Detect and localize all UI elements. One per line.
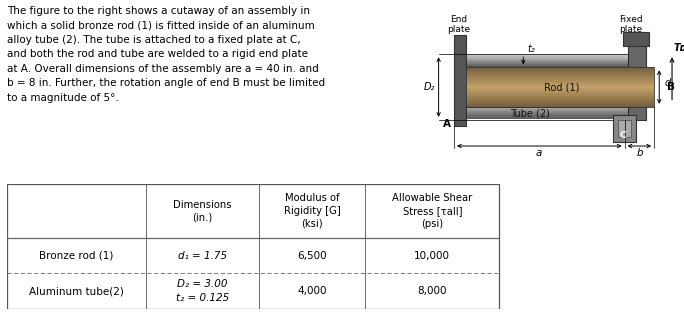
Bar <box>466 59 629 60</box>
Text: b: b <box>636 148 643 158</box>
Bar <box>613 115 636 142</box>
Bar <box>466 60 629 61</box>
Bar <box>466 90 654 91</box>
Text: C: C <box>620 131 627 139</box>
Bar <box>466 54 629 56</box>
Bar <box>466 56 629 58</box>
Text: 10,000: 10,000 <box>415 251 450 261</box>
Bar <box>466 63 629 64</box>
Text: 6,500: 6,500 <box>297 251 327 261</box>
Text: A: A <box>443 119 451 129</box>
Bar <box>466 115 629 117</box>
Bar <box>466 112 629 113</box>
Bar <box>466 91 654 93</box>
Text: 4,000: 4,000 <box>297 286 327 296</box>
Bar <box>466 106 629 107</box>
Bar <box>466 111 629 112</box>
Bar <box>618 120 631 137</box>
Bar <box>466 54 629 67</box>
Bar <box>466 67 654 107</box>
Bar <box>466 85 654 86</box>
Text: Modulus of
Rigidity [G]
(ksi): Modulus of Rigidity [G] (ksi) <box>284 193 340 229</box>
Bar <box>466 102 654 104</box>
Text: D₂: D₂ <box>424 82 435 92</box>
Bar <box>466 110 629 111</box>
Bar <box>466 80 654 81</box>
Bar <box>466 75 654 77</box>
Bar <box>466 71 654 72</box>
Bar <box>466 104 654 105</box>
Bar <box>466 108 629 109</box>
Text: 8,000: 8,000 <box>417 286 447 296</box>
Bar <box>466 77 654 78</box>
Bar <box>629 37 646 120</box>
Bar <box>466 118 629 119</box>
Bar <box>466 65 629 66</box>
Text: t₂: t₂ <box>527 44 535 54</box>
Bar <box>466 109 629 110</box>
Text: Fixed
plate: Fixed plate <box>619 15 643 34</box>
Bar <box>466 107 629 108</box>
Text: D₂ = 3.00
t₂ = 0.125: D₂ = 3.00 t₂ = 0.125 <box>176 280 229 303</box>
Bar <box>466 99 654 100</box>
Bar <box>466 66 629 67</box>
Bar <box>466 58 629 59</box>
Bar <box>466 83 654 85</box>
Bar <box>466 96 654 97</box>
Bar <box>466 81 654 83</box>
Bar <box>466 61 629 62</box>
Bar <box>466 94 654 96</box>
Bar <box>623 32 649 46</box>
Bar <box>466 93 654 94</box>
Bar <box>466 97 654 99</box>
Bar <box>466 105 654 107</box>
Text: End
plate: End plate <box>447 15 471 34</box>
Bar <box>466 62 629 63</box>
Bar <box>466 107 629 120</box>
Bar <box>466 78 654 80</box>
Text: a: a <box>536 148 542 158</box>
Bar <box>466 117 629 118</box>
Text: d₁ = 1.75: d₁ = 1.75 <box>178 251 227 261</box>
Bar <box>466 72 654 74</box>
Text: Aluminum tube(2): Aluminum tube(2) <box>29 286 124 296</box>
Text: Bronze rod (1): Bronze rod (1) <box>40 251 114 261</box>
Text: Tᴅ: Tᴅ <box>673 43 684 53</box>
Bar <box>466 113 629 115</box>
Bar <box>466 69 654 71</box>
Text: Allowable Shear
Stress [τall]
(psi): Allowable Shear Stress [τall] (psi) <box>392 193 473 229</box>
Bar <box>466 88 654 90</box>
Bar <box>466 74 654 75</box>
Text: Dimensions
(in.): Dimensions (in.) <box>173 199 232 222</box>
Bar <box>466 64 629 65</box>
Bar <box>466 67 654 69</box>
Text: B: B <box>667 82 675 92</box>
Text: The figure to the right shows a cutaway of an assembly in
which a solid bronze r: The figure to the right shows a cutaway … <box>7 6 325 103</box>
Bar <box>466 100 654 102</box>
Text: Rod (1): Rod (1) <box>544 82 579 92</box>
Text: Tube (2): Tube (2) <box>510 108 551 118</box>
Bar <box>454 35 466 126</box>
Bar <box>466 86 654 88</box>
Text: d₁: d₁ <box>664 78 674 88</box>
